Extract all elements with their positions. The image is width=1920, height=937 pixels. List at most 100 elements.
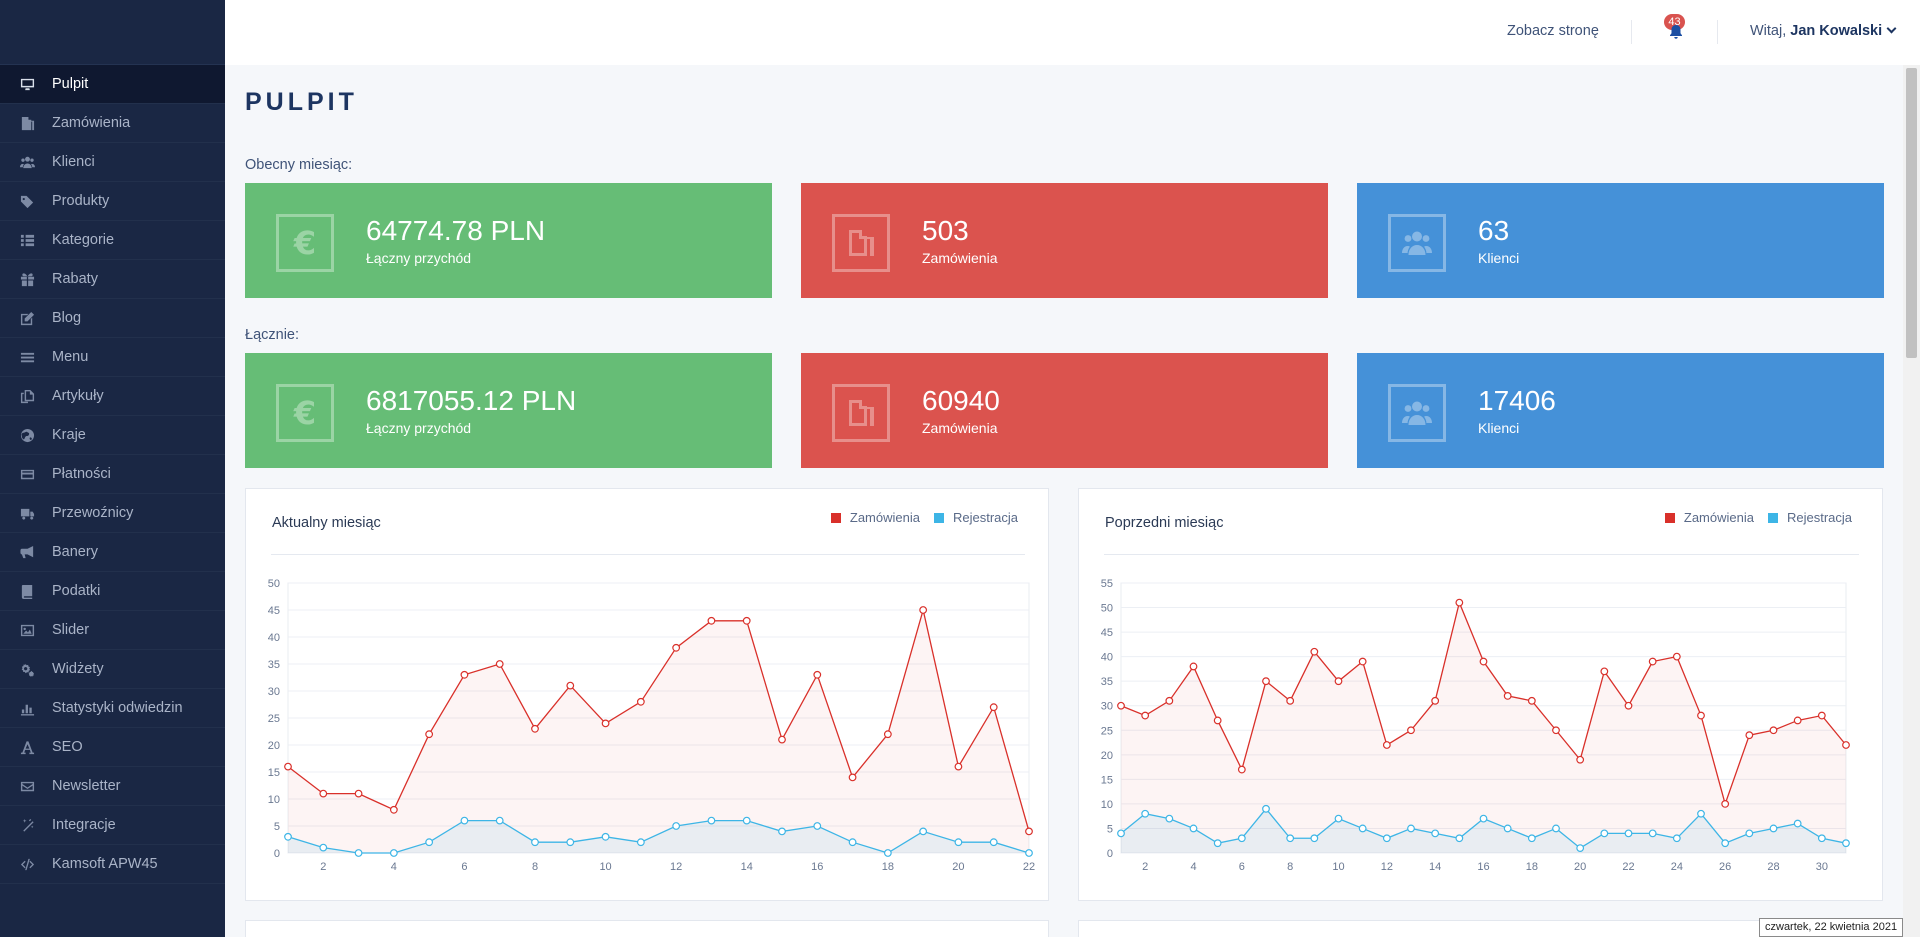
sidebar-item-kategorie[interactable]: Kategorie [0,221,225,260]
data-point[interactable] [1407,824,1415,833]
data-point[interactable] [1600,667,1609,676]
data-point[interactable] [389,805,398,814]
data-point[interactable] [1310,834,1319,843]
data-point[interactable] [1310,647,1319,656]
data-point[interactable] [425,838,434,847]
data-point[interactable] [1576,844,1585,852]
data-point[interactable] [1648,657,1657,666]
sidebar-item-menu[interactable]: Menu [0,338,225,377]
data-point[interactable] [531,838,539,847]
data-point[interactable] [1842,839,1850,848]
view-site-link[interactable]: Zobacz stronę [1507,23,1599,39]
data-point[interactable] [1721,800,1730,808]
data-point[interactable] [1624,701,1633,710]
data-point[interactable] [636,838,645,847]
data-point[interactable] [1576,755,1585,764]
scrollbar-thumb[interactable] [1906,68,1917,358]
data-point[interactable] [1721,839,1730,848]
data-point[interactable] [1527,696,1536,705]
data-point[interactable] [1165,696,1174,705]
data-point[interactable] [284,832,292,841]
data-point[interactable] [1600,829,1609,838]
sidebar-item-płatności[interactable]: Płatności [0,455,225,494]
data-point[interactable] [1793,716,1802,725]
data-point[interactable] [1358,824,1367,833]
sidebar-item-slider[interactable]: Slider [0,611,225,650]
data-point[interactable] [1382,834,1391,843]
data-point[interactable] [707,616,716,625]
data-point[interactable] [1672,834,1681,843]
data-point[interactable] [1141,809,1150,818]
data-point[interactable] [354,849,363,857]
data-point[interactable] [1503,824,1512,833]
data-point[interactable] [1025,849,1033,857]
data-point[interactable] [883,849,892,857]
data-point[interactable] [566,681,575,690]
data-point[interactable] [778,735,786,744]
data-point[interactable] [566,838,575,847]
data-point[interactable] [601,719,610,728]
data-point[interactable] [284,762,292,771]
sidebar-item-kamsoft-apw45[interactable]: Kamsoft APW45 [0,845,225,884]
data-point[interactable] [1745,829,1754,838]
data-point[interactable] [1697,711,1705,720]
data-point[interactable] [989,703,998,712]
data-point[interactable] [848,773,857,782]
legend-item-registrations[interactable]: Rejestracja [1767,510,1852,525]
data-point[interactable] [1455,834,1464,843]
data-point[interactable] [1262,677,1270,686]
data-point[interactable] [1624,829,1633,838]
data-point[interactable] [1237,834,1246,843]
data-point[interactable] [1527,834,1536,843]
data-point[interactable] [1455,598,1464,607]
data-point[interactable] [1025,827,1033,836]
data-point[interactable] [1431,829,1440,838]
data-point[interactable] [1648,829,1657,838]
data-point[interactable] [319,789,328,798]
sidebar-item-seo[interactable]: SEO [0,728,225,767]
data-point[interactable] [1769,824,1778,833]
legend-item-registrations[interactable]: Rejestracja [933,510,1018,525]
data-point[interactable] [1334,814,1343,823]
sidebar-item-artykuły[interactable]: Artykuły [0,377,225,416]
notifications-button[interactable]: 43 [1661,14,1691,44]
sidebar-item-kraje[interactable]: Kraje [0,416,225,455]
data-point[interactable] [1286,834,1295,843]
data-point[interactable] [1189,824,1198,833]
data-point[interactable] [389,849,398,857]
data-point[interactable] [1334,677,1343,686]
data-point[interactable] [354,789,363,798]
data-point[interactable] [672,643,681,652]
data-point[interactable] [1552,824,1560,833]
user-menu[interactable]: Witaj, Jan Kowalski [1750,23,1897,39]
data-point[interactable] [495,816,504,825]
data-point[interactable] [460,670,469,679]
data-point[interactable] [989,838,998,847]
data-point[interactable] [1697,809,1705,818]
data-point[interactable] [813,822,822,830]
data-point[interactable] [1407,726,1415,735]
sidebar-item-integracje[interactable]: Integracje [0,806,225,845]
data-point[interactable] [1117,829,1125,838]
data-point[interactable] [1769,726,1778,735]
data-point[interactable] [1503,692,1512,700]
data-point[interactable] [954,838,963,847]
data-point[interactable] [1817,834,1826,843]
data-point[interactable] [1165,814,1174,823]
data-point[interactable] [919,606,928,614]
data-point[interactable] [1358,657,1367,666]
sidebar-item-statystyki-odwiedzin[interactable]: Statystyki odwiedzin [0,689,225,728]
data-point[interactable] [742,816,751,825]
data-point[interactable] [742,616,751,625]
data-point[interactable] [1213,716,1222,725]
data-point[interactable] [1842,741,1850,749]
data-point[interactable] [848,838,857,847]
data-point[interactable] [919,827,928,836]
data-point[interactable] [1237,765,1246,774]
data-point[interactable] [1431,696,1440,705]
sidebar-item-zamówienia[interactable]: Zamówienia [0,104,225,143]
data-point[interactable] [1382,741,1391,749]
sidebar-item-produkty[interactable]: Produkty [0,182,225,221]
sidebar-item-pulpit[interactable]: Pulpit [0,65,225,104]
data-point[interactable] [601,832,610,841]
